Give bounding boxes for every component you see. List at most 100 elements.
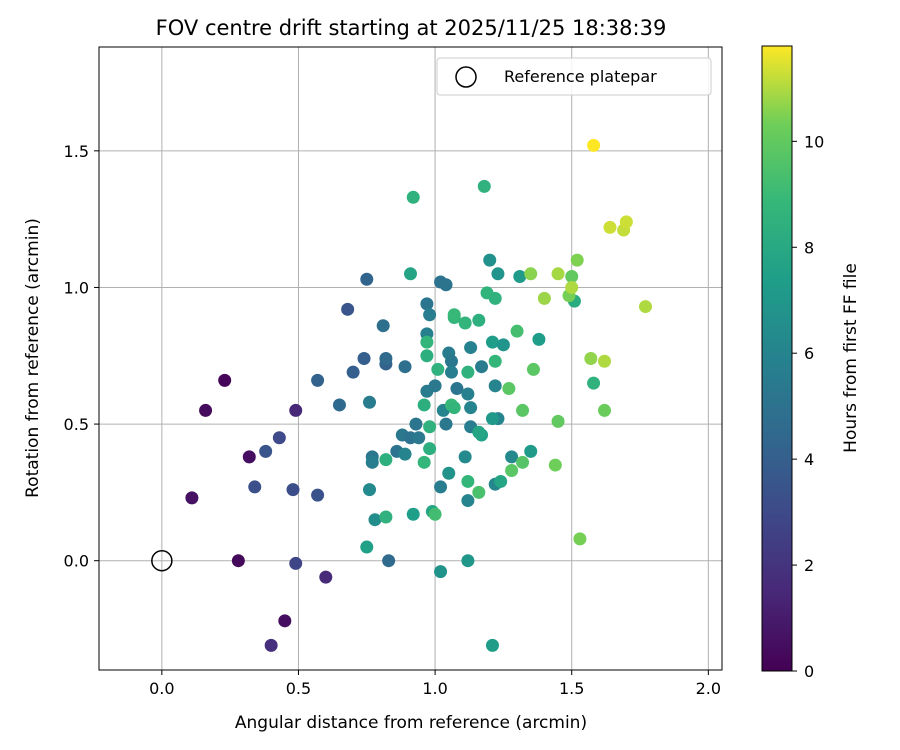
- data-point: [496, 338, 510, 352]
- x-tick-label: 2.0: [696, 679, 721, 698]
- colorbar-label: Hours from first FF file: [841, 263, 861, 453]
- colorbar-ticks: 0 2 4 6 8 10: [792, 132, 824, 681]
- data-point: [524, 444, 538, 458]
- data-point: [475, 360, 489, 374]
- data-point: [584, 352, 598, 365]
- data-point: [483, 253, 497, 267]
- data-point: [603, 220, 617, 234]
- x-tick-label: 1.0: [422, 679, 447, 698]
- data-point: [472, 485, 486, 499]
- x-axis-label: Angular distance from reference (arcmin): [235, 713, 587, 733]
- grid: [99, 47, 722, 670]
- data-point: [565, 270, 579, 284]
- data-point: [548, 458, 562, 472]
- data-point: [439, 278, 453, 292]
- data-point: [199, 403, 213, 417]
- data-point: [461, 494, 475, 508]
- data-point: [289, 556, 303, 570]
- data-point: [420, 349, 434, 363]
- data-point: [379, 453, 393, 467]
- data-point: [412, 431, 426, 445]
- data-point: [461, 554, 475, 568]
- data-point: [428, 507, 442, 521]
- data-point: [537, 291, 551, 305]
- data-point: [431, 362, 445, 376]
- data-point: [423, 442, 437, 456]
- colorbar-gradient: [761, 45, 793, 672]
- colorbar-tick-label: 2: [804, 556, 814, 575]
- data-point: [439, 417, 453, 431]
- data-point: [423, 308, 437, 322]
- data-point: [417, 455, 431, 469]
- data-point: [248, 480, 262, 494]
- data-point: [444, 365, 458, 379]
- data-point: [434, 480, 448, 494]
- data-point: [598, 403, 612, 417]
- data-point: [409, 417, 423, 431]
- data-point: [428, 379, 442, 393]
- data-point: [346, 365, 360, 379]
- data-point: [406, 507, 420, 521]
- data-point: [488, 379, 502, 393]
- y-tick-label: 0.5: [64, 415, 89, 434]
- data-points: [185, 138, 652, 652]
- colorbar-tick-label: 4: [804, 450, 814, 469]
- y-tick-label: 0.0: [64, 552, 89, 571]
- y-tick-label: 1.0: [64, 278, 89, 297]
- data-point: [464, 341, 478, 355]
- colorbar-tick-label: 10: [804, 132, 824, 151]
- x-tick-label: 1.5: [559, 679, 584, 698]
- data-point: [442, 466, 456, 480]
- data-point: [332, 398, 346, 412]
- data-point: [398, 447, 412, 461]
- reference-marker: [151, 549, 173, 572]
- data-point: [472, 313, 486, 327]
- data-point: [485, 412, 499, 426]
- data-point: [264, 638, 278, 652]
- data-point: [638, 300, 652, 314]
- data-point: [450, 382, 464, 396]
- data-point: [417, 398, 431, 412]
- colorbar: 0 2 4 6 8 10 Hours from first FF file: [761, 45, 861, 681]
- data-point: [619, 215, 633, 229]
- data-point: [488, 354, 502, 368]
- data-point: [524, 267, 538, 281]
- data-point: [573, 532, 587, 546]
- colorbar-tick-label: 8: [804, 238, 814, 257]
- data-point: [360, 272, 374, 286]
- data-point: [444, 354, 458, 368]
- data-point: [376, 319, 390, 333]
- data-point: [485, 335, 499, 349]
- plot-frame: [98, 46, 723, 671]
- legend: Reference platepar: [436, 57, 712, 96]
- colorbar-tick-label: 0: [804, 662, 814, 681]
- data-point: [420, 335, 434, 349]
- x-axis-ticks: 0.0 0.5 1.0 1.5 2.0: [149, 670, 721, 698]
- data-point: [423, 420, 437, 434]
- colorbar-tick-label: 6: [804, 344, 814, 363]
- data-point: [242, 450, 256, 464]
- data-point: [485, 638, 499, 652]
- data-point: [363, 395, 377, 409]
- data-point: [510, 324, 524, 338]
- data-point: [434, 565, 448, 579]
- data-point: [516, 403, 530, 417]
- legend-box: [436, 57, 712, 96]
- data-point: [185, 491, 199, 505]
- data-point: [551, 267, 565, 281]
- data-point: [406, 190, 420, 204]
- data-point: [526, 362, 540, 376]
- data-point: [505, 464, 519, 478]
- data-point: [379, 510, 393, 524]
- data-point: [472, 425, 486, 439]
- data-point: [447, 308, 461, 322]
- data-point: [404, 267, 417, 281]
- data-point: [368, 513, 382, 527]
- data-point: [516, 455, 530, 469]
- data-point: [357, 352, 371, 365]
- data-point: [551, 414, 565, 428]
- x-tick-label: 0.0: [149, 679, 174, 698]
- data-point: [398, 360, 412, 374]
- legend-label: Reference platepar: [504, 67, 657, 86]
